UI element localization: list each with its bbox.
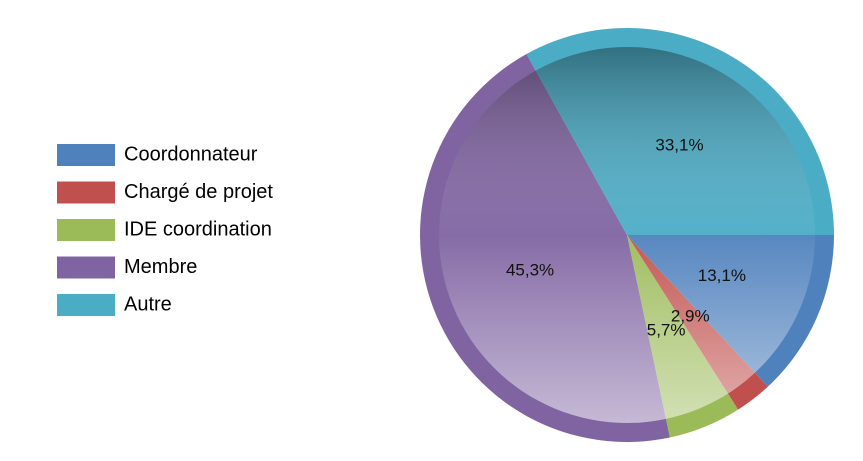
legend-swatch: [57, 294, 115, 316]
legend-swatch: [57, 219, 115, 241]
legend-swatch: [57, 144, 115, 166]
legend: Coordonnateur Chargé de projet IDE coordin…: [57, 143, 273, 316]
slice-label: 13,1%: [698, 266, 746, 285]
legend-label: Chargé de projet: [124, 181, 273, 203]
legend-label: Membre: [124, 256, 197, 278]
labels: 13,1% 2,9%5,7% 45,3% 33,1%: [506, 135, 746, 339]
legend-label: IDE coordination: [124, 218, 272, 240]
slice-label: 2,9%: [671, 306, 710, 325]
slice-label: 45,3%: [506, 261, 554, 280]
legend-swatch: [57, 256, 115, 279]
pie: [420, 27, 834, 442]
pie-shading: [439, 47, 815, 423]
legend-label: Autre: [124, 293, 172, 315]
slice-label: 33,1%: [655, 135, 703, 154]
legend-label: Coordonnateur: [124, 143, 258, 165]
legend-swatch: [57, 181, 115, 204]
slice-label: 5,7%: [647, 320, 686, 339]
